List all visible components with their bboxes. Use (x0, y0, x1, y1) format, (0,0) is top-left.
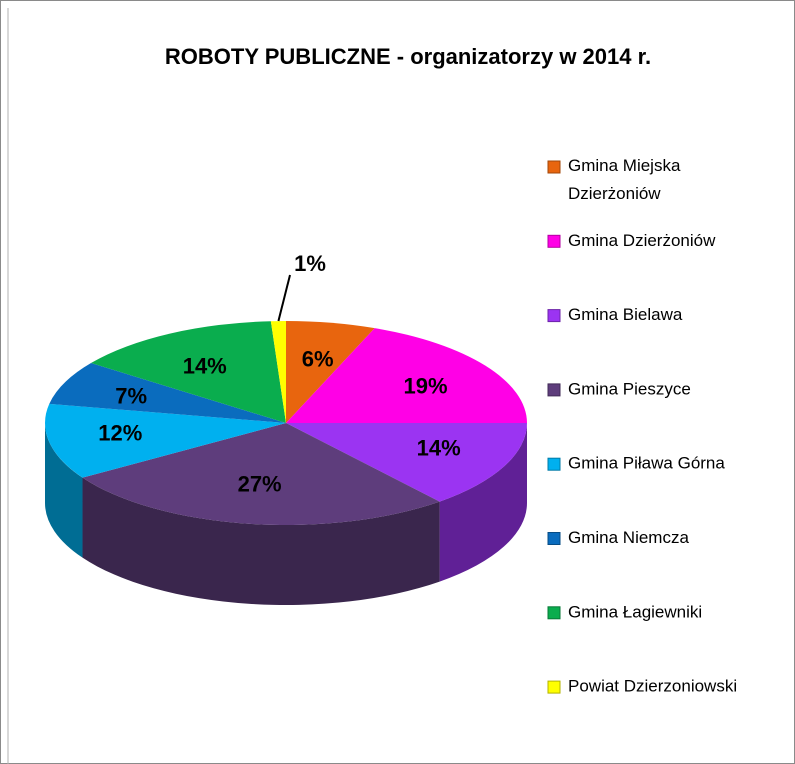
data-label: 6% (302, 347, 334, 372)
slice (49, 363, 287, 423)
legend-swatch (547, 606, 561, 620)
legend-swatch (547, 309, 561, 323)
legend-label: Gmina Łagiewniki (568, 602, 702, 621)
pie-sides (45, 423, 527, 606)
data-label: 12% (98, 421, 142, 446)
slice (82, 423, 440, 525)
legend-swatch (547, 383, 561, 397)
slice (286, 328, 527, 423)
slice (270, 321, 286, 423)
slice (45, 403, 287, 478)
data-label: 1% (294, 251, 326, 276)
legend-swatch (547, 457, 561, 471)
legend-swatch (547, 160, 561, 174)
legend-label: Powiat Dzierzoniowski (568, 677, 737, 696)
data-label: 7% (115, 384, 147, 409)
legend-label: Gmina Bielawa (568, 305, 683, 324)
leader-line (277, 274, 291, 322)
legend-swatch (547, 532, 561, 545)
data-label: 14% (417, 436, 461, 461)
legend-label: Gmina Pieszyce (568, 379, 691, 398)
slice-side (439, 423, 527, 582)
slice (91, 321, 286, 423)
slice-side (45, 423, 83, 558)
chart-title: ROBOTY PUBLICZNE - organizatorzy w 2014 … (165, 44, 651, 69)
slice (286, 423, 527, 502)
legend-line: Dzierżoniów (568, 184, 661, 203)
legend-label: Gmina Niemcza (568, 528, 689, 547)
legend-swatch (547, 680, 561, 694)
legend-label: Gmina Dzierżoniów (568, 231, 716, 250)
slice (286, 321, 375, 423)
legend-label: Gmina Miejska Dzierżoniów (568, 156, 685, 203)
slice-side (82, 477, 440, 606)
legend-line: Gmina Miejska (568, 156, 685, 175)
data-label: 19% (404, 373, 448, 398)
data-label: 27% (238, 471, 282, 496)
legend-label: Gmina Piława Górna (568, 454, 725, 473)
legend-swatch (547, 234, 561, 248)
data-label: 14% (183, 353, 227, 378)
